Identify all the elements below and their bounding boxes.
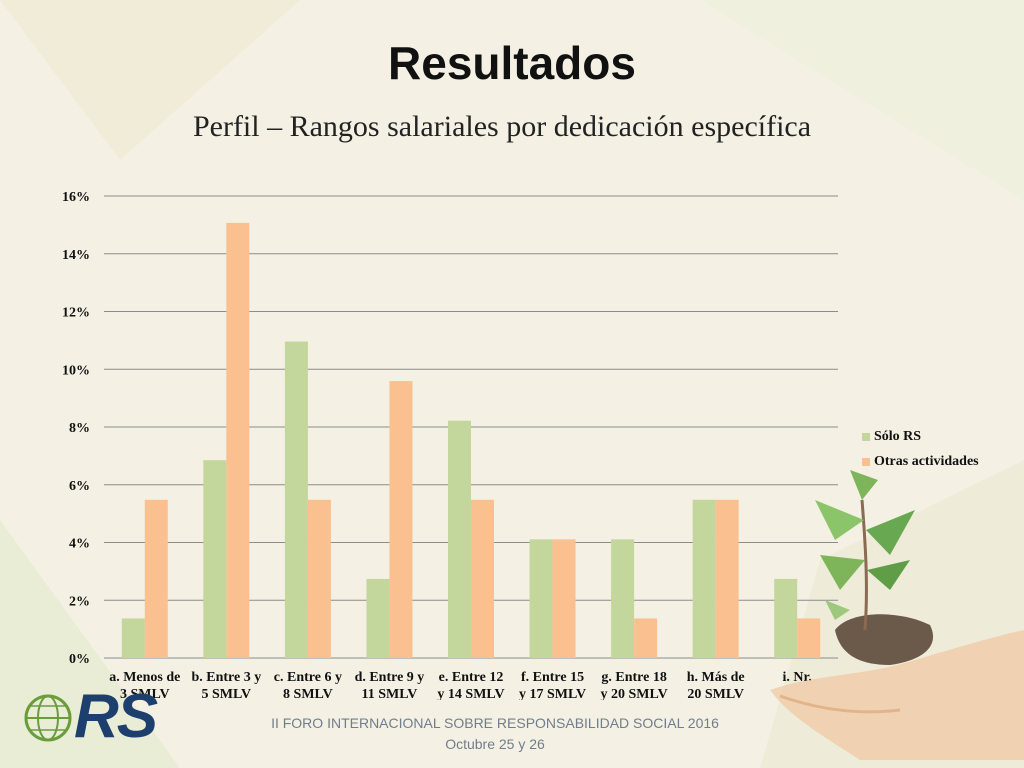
bar-chart: 0% 2% 4% 6% 8% 10% 12% 14% 16% a. Menos de 3 SMLV b…: [62, 190, 838, 700]
chart-legend: Sólo RS Otras actividades: [862, 424, 979, 474]
x-tick-label: f. Entre 15: [521, 670, 584, 685]
bar-solo-rs: [203, 460, 227, 658]
bar-solo-rs: [121, 618, 145, 658]
bar-otras-actividades: [634, 618, 658, 658]
y-tick-label: 0%: [69, 652, 90, 667]
legend-label-solo-rs: Sólo RS: [874, 428, 922, 444]
bar-solo-rs: [284, 341, 308, 658]
footer: II FORO INTERNACIONAL SOBRE RESPONSABILI…: [250, 713, 740, 755]
y-tick-label: 16%: [62, 190, 90, 205]
footer-event-name: II FORO INTERNACIONAL SOBRE RESPONSABILI…: [271, 715, 719, 731]
x-tick-label: y 20 SMLV: [601, 687, 668, 700]
y-tick-label: 4%: [69, 537, 90, 552]
bar-otras-actividades: [715, 499, 739, 658]
x-tick-label: g. Entre 18: [601, 670, 666, 685]
bar-solo-rs: [366, 578, 390, 658]
bar-solo-rs: [529, 539, 553, 658]
y-tick-label: 12%: [62, 306, 90, 321]
x-tick-label: a. Menos de: [109, 670, 180, 685]
x-tick-label: y 14 SMLV: [437, 687, 504, 700]
footer-dates: Octubre 25 y 26: [445, 736, 545, 752]
bar-solo-rs: [448, 420, 471, 658]
logo-text: RS: [74, 682, 158, 751]
x-tick-label: c. Entre 6 y: [274, 670, 342, 685]
x-tick-label: 3 SMLV: [120, 687, 170, 700]
bar-otras-actividades: [389, 381, 413, 658]
bar-solo-rs: [774, 578, 798, 658]
bar-otras-actividades: [797, 618, 821, 658]
x-tick-label: b. Entre 3 y: [191, 670, 261, 685]
x-tick-label: 5 SMLV: [201, 687, 251, 700]
bar-otras-actividades: [144, 499, 168, 658]
x-tick-label: y 17 SMLV: [519, 687, 586, 700]
rs-logo: RS: [22, 684, 162, 754]
y-tick-label: 6%: [69, 479, 90, 494]
bar-solo-rs: [692, 499, 716, 658]
plant-in-hand-icon: [770, 470, 1024, 760]
x-tick-label: 8 SMLV: [283, 687, 333, 700]
bar-solo-rs: [611, 539, 635, 658]
x-tick-label: 11 SMLV: [361, 687, 417, 700]
bar-otras-actividades: [471, 499, 494, 658]
legend-label-otras-actividades: Otras actividades: [874, 453, 979, 469]
x-tick-label: d. Entre 9 y: [355, 670, 425, 685]
y-tick-label: 8%: [69, 421, 90, 436]
y-tick-label: 2%: [69, 594, 90, 609]
bar-otras-actividades: [226, 222, 250, 658]
x-tick-label: 20 SMLV: [687, 687, 744, 700]
y-tick-label: 10%: [62, 363, 90, 378]
legend-item-solo-rs: Sólo RS: [862, 424, 979, 449]
x-tick-label: h. Más de: [687, 670, 745, 685]
x-tick-label: e. Entre 12: [439, 670, 504, 685]
chart-subtitle: Perfil – Rangos salariales por dedicació…: [192, 110, 812, 143]
bar-otras-actividades: [307, 499, 331, 658]
legend-swatch-otras-actividades: [862, 457, 870, 466]
y-tick-label: 14%: [62, 248, 90, 263]
page-title: Resultados: [388, 37, 636, 89]
bar-otras-actividades: [552, 539, 576, 658]
legend-swatch-solo-rs: [862, 432, 870, 441]
globe-logo-icon: [24, 694, 72, 742]
legend-item-otras-actividades: Otras actividades: [862, 449, 979, 474]
